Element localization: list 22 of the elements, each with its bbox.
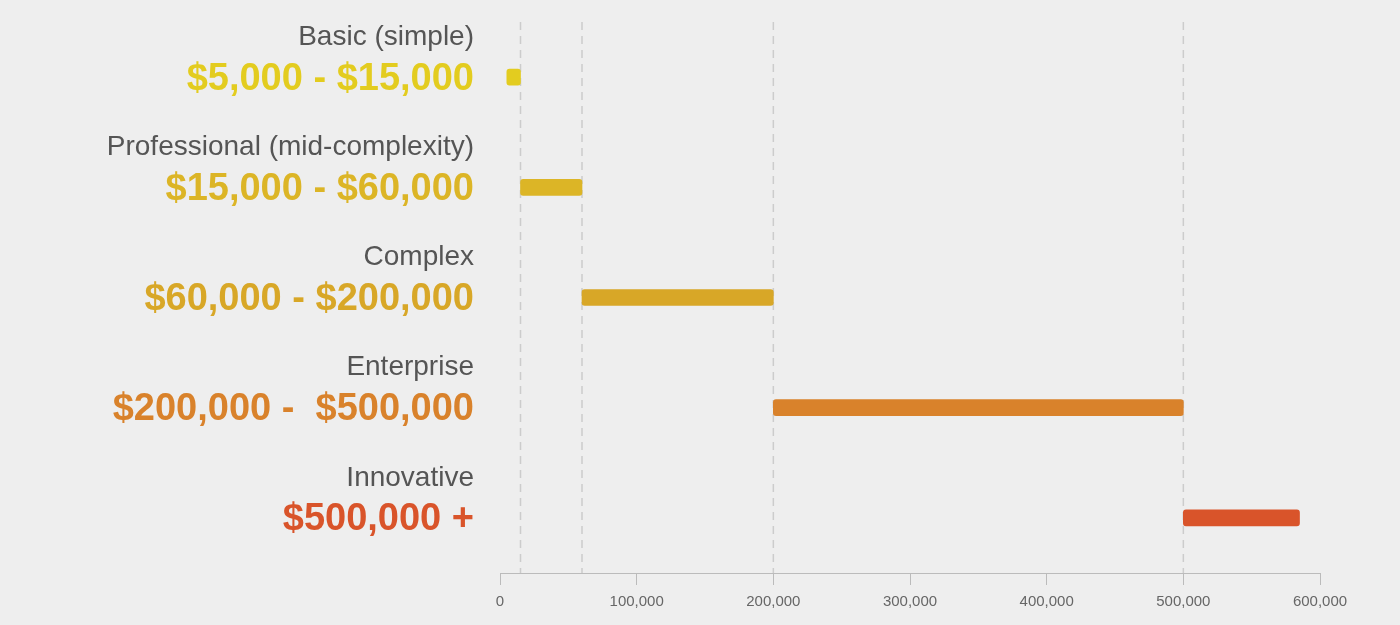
y-tick-label: Enterprise — [346, 350, 474, 382]
bar — [506, 68, 521, 86]
x-tick-label: 300,000 — [882, 592, 938, 610]
text: $5,000 - $15,000 — [186, 55, 474, 98]
bar — [773, 399, 1184, 417]
y-tick-label: Professional (mid-complexity) — [106, 130, 474, 162]
y-tick-label: Complex — [363, 240, 474, 272]
y-tick-label: Basic (simple) — [298, 19, 474, 51]
bar — [520, 178, 583, 196]
text: $60,000 - $200,000 — [144, 275, 474, 318]
text: $200,000 - $500,000 — [112, 386, 474, 429]
y-tick-label: Innovative — [346, 460, 474, 492]
x-tick-label: 0 — [495, 592, 505, 610]
x-tick-label: 100,000 — [609, 592, 664, 610]
bar — [1183, 509, 1300, 527]
x-tick-label: 500,000 — [1156, 592, 1211, 610]
text: $500,000 + — [282, 496, 474, 539]
x-tick-label: 200,000 — [746, 592, 801, 610]
bar — [581, 289, 774, 306]
text: $15,000 - $60,000 — [165, 165, 474, 208]
x-tick-label: 600,000 — [1292, 592, 1348, 610]
x-tick-label: 400,000 — [1019, 592, 1074, 610]
